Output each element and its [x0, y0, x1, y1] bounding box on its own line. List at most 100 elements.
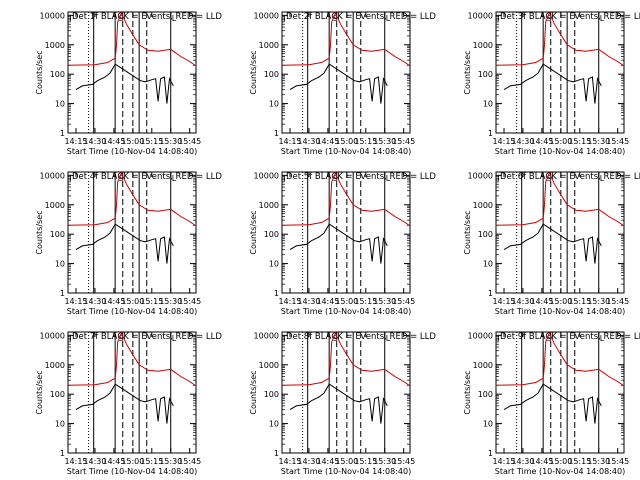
y-axis-label: Counts/sec: [35, 370, 44, 414]
y-tick-label: 1000: [259, 201, 279, 210]
x-tick-label: 15:45: [606, 137, 629, 146]
y-tick-label: 10: [269, 260, 279, 269]
x-axis-label: Start Time (10-Nov-04 14:08:40): [67, 307, 197, 316]
x-tick-label: 14:45: [102, 457, 125, 466]
x-tick-label: 15:30: [373, 297, 396, 306]
plot-frame: [495, 11, 625, 134]
x-tick-label: 15:45: [178, 457, 201, 466]
interval-annotation: S: [119, 334, 124, 343]
interval-annotation: I: [283, 334, 285, 343]
interval-annotation: L: [600, 14, 605, 23]
x-tick-label: 15:15: [568, 297, 591, 306]
y-tick-label: 10000: [40, 11, 65, 20]
x-tick-label: 15:15: [140, 457, 163, 466]
y-tick-label: 1: [274, 289, 279, 298]
x-tick-label: 14:45: [530, 297, 553, 306]
y-tick-label: 1000: [259, 361, 279, 370]
x-axis-label: Start Time (10-Nov-04 14:08:40): [495, 467, 625, 476]
interval-annotation: I: [497, 174, 499, 183]
plot-frame: [281, 11, 411, 134]
panel-4: Det 4f BLACK = Events, RED = LLD14:1514:…: [35, 171, 222, 316]
x-tick-label: 15:45: [178, 137, 201, 146]
panel-title: Det 6f BLACK = Events, RED = LLD: [500, 172, 640, 182]
x-tick-label: 15:45: [392, 457, 415, 466]
x-tick-label: 14:15: [492, 457, 515, 466]
interval-annotation: I: [69, 174, 71, 183]
x-tick-label: 14:15: [278, 137, 301, 146]
y-tick-label: 1: [488, 289, 493, 298]
y-tick-label: 10: [483, 420, 493, 429]
y-tick-label: 1: [488, 449, 493, 458]
interval-annotation: S: [119, 174, 124, 183]
x-tick-label: 14:45: [316, 297, 339, 306]
y-axis-label: Counts/sec: [249, 210, 258, 254]
series-events-line: [503, 383, 602, 424]
series-lld-line: [282, 332, 410, 387]
interval-annotation: I: [69, 14, 71, 23]
x-tick-label: 14:30: [297, 137, 320, 146]
y-tick-label: 10: [483, 260, 493, 269]
x-axis-label: Start Time (10-Nov-04 14:08:40): [495, 147, 625, 156]
x-tick-label: 15:45: [178, 297, 201, 306]
x-tick-label: 15:45: [606, 297, 629, 306]
series-events-line: [75, 223, 174, 264]
x-tick-label: 14:30: [297, 297, 320, 306]
interval-annotation: S: [333, 334, 338, 343]
series-events-line: [289, 63, 388, 104]
y-tick-label: 10000: [40, 171, 65, 180]
y-tick-label: 10: [55, 260, 65, 269]
series-events-line: [75, 383, 174, 424]
y-tick-label: 100: [264, 70, 279, 79]
plot-frame: [67, 11, 197, 134]
series-lld-line: [68, 332, 196, 387]
x-tick-label: 14:45: [316, 457, 339, 466]
series-events-line: [289, 223, 388, 264]
series-lld-line: [282, 12, 410, 67]
y-axis-label: Counts/sec: [463, 370, 472, 414]
x-tick-label: 15:15: [354, 457, 377, 466]
series-lld-line: [496, 172, 624, 227]
interval-annotation: S: [119, 14, 124, 23]
panel-2: Det 2f BLACK = Events, RED = LLD14:1514:…: [249, 11, 436, 156]
y-tick-label: 1: [274, 449, 279, 458]
series-lld-line: [68, 12, 196, 67]
x-tick-label: 14:15: [64, 137, 87, 146]
series-events-line: [289, 383, 388, 424]
panel-title: Det 9f BLACK = Events, RED = LLD: [500, 332, 640, 342]
y-tick-label: 100: [50, 230, 65, 239]
y-tick-label: 10: [483, 100, 493, 109]
x-tick-label: 15:30: [373, 137, 396, 146]
y-tick-label: 10000: [468, 11, 493, 20]
x-axis-label: Start Time (10-Nov-04 14:08:40): [281, 307, 411, 316]
y-tick-label: 1: [60, 129, 65, 138]
panel-7: Det 7f BLACK = Events, RED = LLD14:1514:…: [35, 331, 222, 476]
x-axis-label: Start Time (10-Nov-04 14:08:40): [67, 147, 197, 156]
interval-annotation: S: [547, 334, 552, 343]
x-tick-label: 14:30: [511, 297, 534, 306]
x-tick-label: 15:00: [121, 137, 144, 146]
x-tick-label: 14:15: [64, 457, 87, 466]
panel-6: Det 6f BLACK = Events, RED = LLD14:1514:…: [463, 171, 640, 316]
x-tick-label: 15:15: [568, 457, 591, 466]
x-tick-label: 14:45: [530, 457, 553, 466]
x-tick-label: 14:30: [511, 137, 534, 146]
x-tick-label: 15:45: [392, 297, 415, 306]
y-tick-label: 100: [50, 390, 65, 399]
y-tick-label: 100: [478, 70, 493, 79]
plot-frame: [495, 331, 625, 454]
y-tick-label: 1000: [45, 201, 65, 210]
interval-annotation: S: [333, 14, 338, 23]
y-axis-label: Counts/sec: [249, 370, 258, 414]
x-axis-label: Start Time (10-Nov-04 14:08:40): [281, 467, 411, 476]
y-tick-label: 1: [488, 129, 493, 138]
y-tick-label: 100: [478, 390, 493, 399]
y-tick-label: 100: [264, 230, 279, 239]
x-tick-label: 15:45: [392, 137, 415, 146]
x-tick-label: 15:30: [159, 137, 182, 146]
x-tick-label: 14:30: [83, 457, 106, 466]
interval-annotation: L: [172, 174, 177, 183]
y-tick-label: 10: [269, 100, 279, 109]
y-axis-label: Counts/sec: [35, 210, 44, 254]
y-tick-label: 100: [478, 230, 493, 239]
x-tick-label: 15:00: [335, 457, 358, 466]
